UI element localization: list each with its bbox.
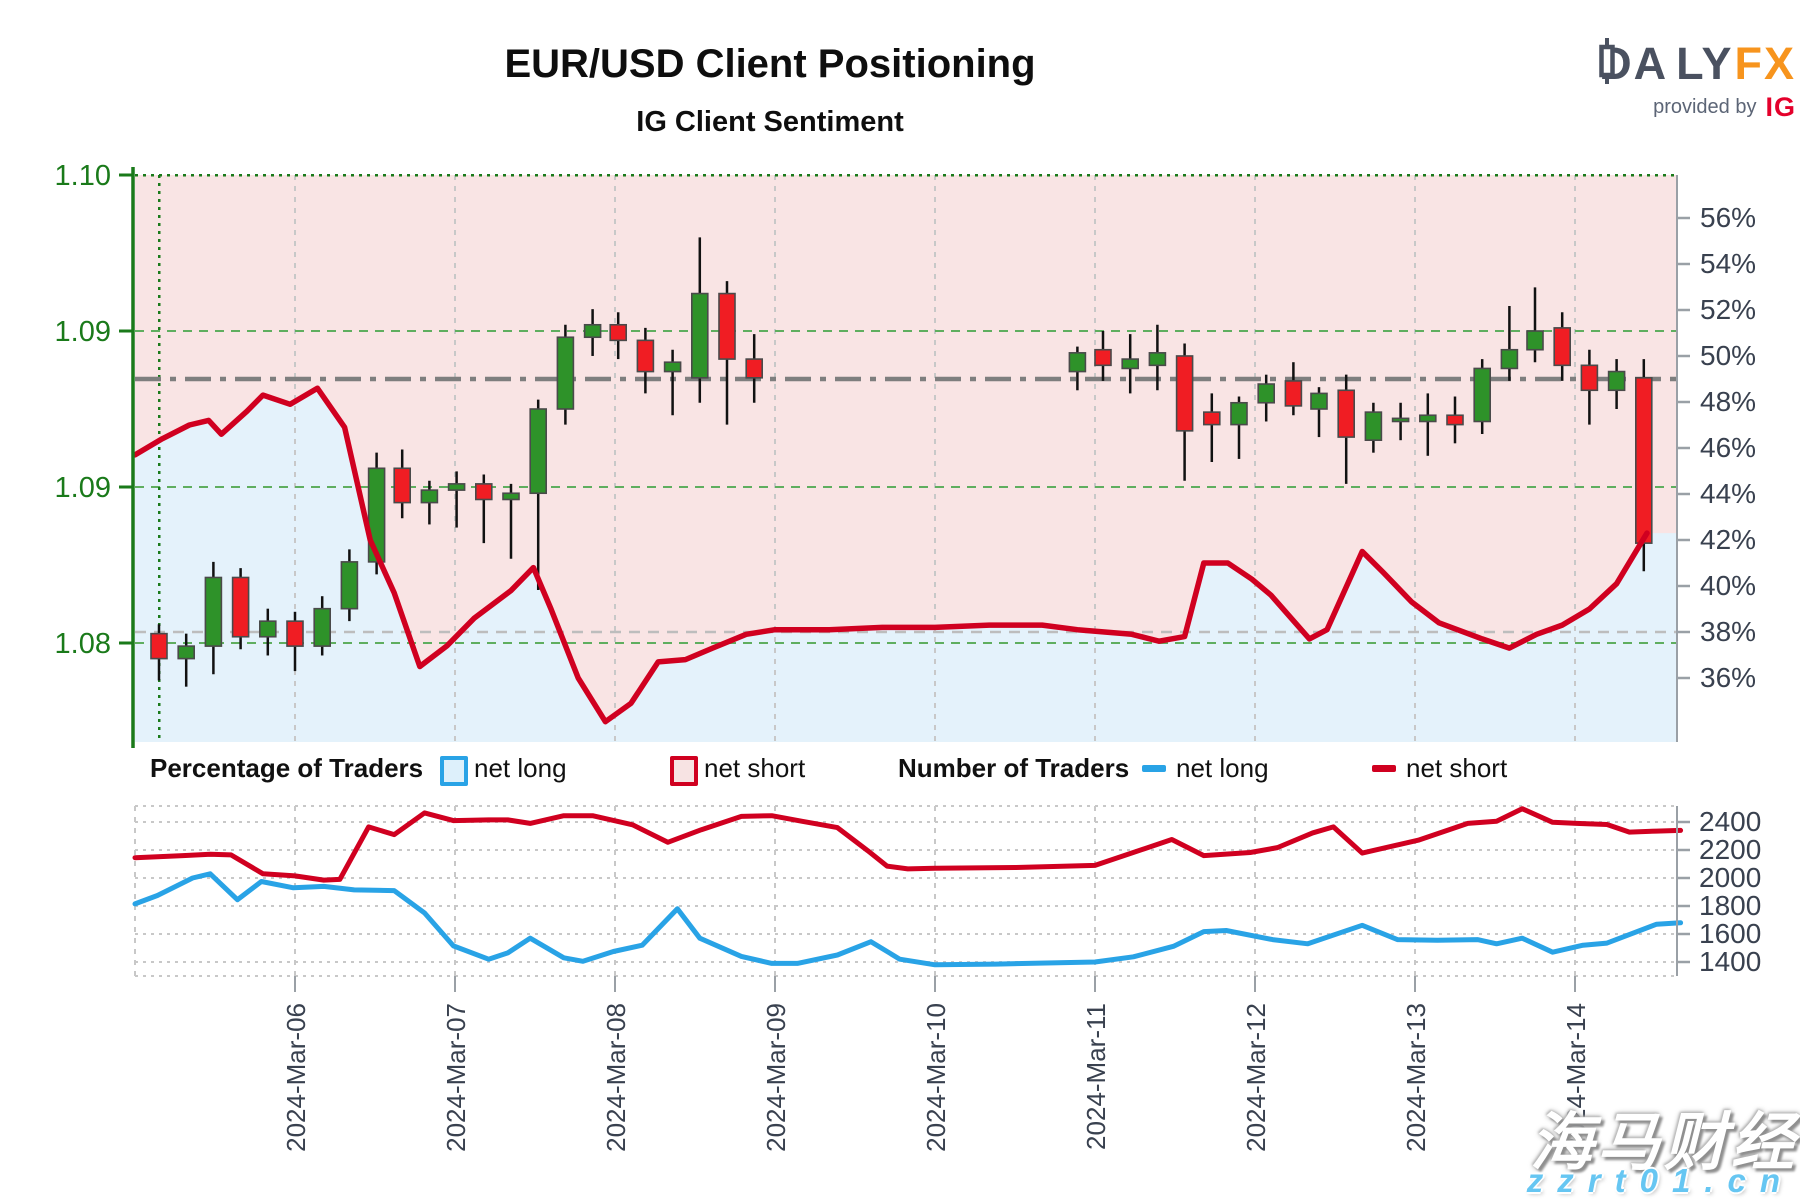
price-axis-label: 1.10 xyxy=(55,160,111,192)
candle-bullish xyxy=(502,492,520,501)
date-label: 2024-Mar-07 xyxy=(441,1003,471,1152)
candle-bearish xyxy=(1203,411,1221,426)
candle-bearish xyxy=(474,483,493,501)
candle-bullish xyxy=(1391,417,1410,423)
count-axis-label: 2000 xyxy=(1699,862,1761,893)
ig-logo: IG xyxy=(1765,92,1796,122)
candle-bearish xyxy=(286,620,304,647)
candle-bearish xyxy=(745,358,764,379)
date-label: 2024-Mar-14 xyxy=(1561,1003,1591,1152)
legend-percent-net-short-label: net short xyxy=(704,752,806,783)
legend-count-title: Number of Traders xyxy=(898,752,1130,783)
date-label: 2024-Mar-11 xyxy=(1081,1003,1111,1150)
candle-bullish xyxy=(340,561,359,610)
provided-by-label: provided by xyxy=(1653,96,1757,118)
percent-axis-label: 56% xyxy=(1700,202,1756,233)
candle-bearish xyxy=(1175,355,1194,432)
logo-text-fx: FX xyxy=(1734,38,1796,89)
candle-bullish xyxy=(583,323,602,339)
candle-bullish xyxy=(1230,401,1248,426)
percent-axis-label: 46% xyxy=(1700,432,1756,463)
candle-bearish xyxy=(1337,389,1355,438)
sentiment-percent-line xyxy=(132,385,1650,725)
candle-bullish xyxy=(204,576,223,647)
logo-text-ly: LY xyxy=(1676,38,1734,89)
candle-bullish xyxy=(556,336,575,410)
date-label: 2024-Mar-09 xyxy=(761,1003,791,1152)
candle-bullish xyxy=(690,292,709,379)
price-axis-label: 1.09 xyxy=(55,472,111,504)
candle-bullish xyxy=(529,408,548,495)
percent-axis-label: 36% xyxy=(1700,662,1756,693)
count-line-net-long xyxy=(132,871,1684,968)
candle-bullish xyxy=(420,489,439,504)
chart-subtitle: IG Client Sentiment xyxy=(636,106,904,138)
percent-axis-label: 40% xyxy=(1700,570,1756,601)
candle-bullish xyxy=(447,483,466,491)
legend-percent-net-long-label: net long xyxy=(474,752,567,783)
candle-bullish xyxy=(1310,392,1328,410)
candle-bearish xyxy=(393,467,412,504)
candle-bullish xyxy=(258,620,277,638)
candle-bullish xyxy=(663,361,682,373)
candle-bullish xyxy=(1068,352,1087,373)
candle-bullish xyxy=(1526,330,1544,351)
candle-bullish xyxy=(1607,370,1626,392)
candle-bullish xyxy=(1364,411,1383,441)
percent-net-short-swatch-icon xyxy=(670,756,698,786)
price-axis-label: 1.08 xyxy=(55,628,111,660)
date-label: 2024-Mar-08 xyxy=(601,1003,631,1152)
page-title: EUR/USD Client Positioning xyxy=(504,42,1036,86)
dailyfx-logo: DA LY FX provided by IG xyxy=(1599,38,1796,123)
legend-count-net-long-label: net long xyxy=(1176,752,1269,783)
candle-bearish xyxy=(1284,380,1303,407)
percent-axis-label: 48% xyxy=(1700,386,1756,417)
count-axis-label: 2200 xyxy=(1699,834,1761,865)
candle-bullish xyxy=(1257,383,1275,404)
count-net-short-dash-icon xyxy=(1372,765,1396,772)
candle-bullish xyxy=(1419,414,1437,423)
candle-bearish xyxy=(231,576,250,638)
percent-net-long-swatch-icon xyxy=(440,756,468,786)
candle-bullish xyxy=(177,645,195,660)
candle-bearish xyxy=(1580,364,1599,392)
date-label: 2024-Mar-06 xyxy=(281,1003,311,1152)
candle-bullish xyxy=(1121,358,1139,370)
candle-bearish xyxy=(718,292,736,360)
candle-bearish xyxy=(150,632,168,660)
percent-axis-label: 44% xyxy=(1700,478,1756,509)
percent-axis-label: 54% xyxy=(1700,248,1756,279)
candle-bearish xyxy=(1446,414,1464,426)
count-axis-label: 1600 xyxy=(1699,918,1761,949)
legend-percent-title: Percentage of Traders xyxy=(150,752,424,783)
count-net-long-dash-icon xyxy=(1142,765,1166,772)
percent-axis-label: 38% xyxy=(1700,616,1756,647)
net-long-shade xyxy=(135,388,1677,742)
candle-bullish xyxy=(1473,367,1491,423)
count-axis-label: 1400 xyxy=(1699,946,1761,977)
date-label: 2024-Mar-12 xyxy=(1241,1003,1271,1152)
candle-bullish xyxy=(1500,348,1519,370)
date-label: 2024-Mar-10 xyxy=(921,1003,951,1152)
watermark-url: zzrt01.cn xyxy=(1526,1162,1794,1199)
percent-axis-label: 42% xyxy=(1700,524,1756,555)
date-label: 2024-Mar-13 xyxy=(1401,1003,1431,1152)
count-axis-label: 2400 xyxy=(1699,806,1761,837)
candle-bearish xyxy=(1553,327,1571,367)
price-axis-label: 1.09 xyxy=(55,316,111,348)
candle-bearish xyxy=(1094,348,1112,367)
candle-bullish xyxy=(313,607,332,647)
candle-bearish xyxy=(609,323,628,342)
percent-axis-label: 52% xyxy=(1700,294,1756,325)
percent-axis-label: 50% xyxy=(1700,340,1756,371)
candle-bullish xyxy=(1148,352,1167,367)
watermark-brand: 海马财经 xyxy=(1530,1108,1798,1178)
candle-bearish xyxy=(636,339,655,373)
legend-count-net-short-label: net short xyxy=(1406,752,1508,783)
count-axis-label: 1800 xyxy=(1699,890,1761,921)
count-line-net-short xyxy=(132,806,1684,883)
candle-bearish xyxy=(1635,376,1653,544)
